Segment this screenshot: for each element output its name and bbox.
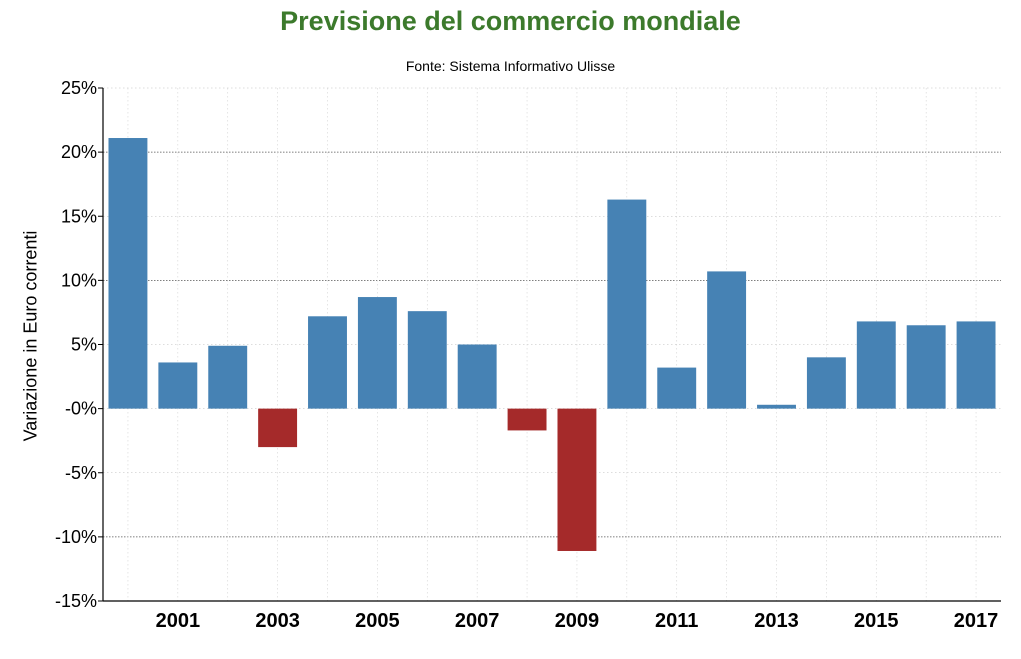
bar-2009 (557, 408, 597, 551)
bar-2012 (707, 271, 747, 409)
bar-2006 (407, 311, 447, 409)
chart-subtitle: Fonte: Sistema Informativo Ulisse (405, 58, 616, 74)
y-tick-label: -0% (65, 399, 97, 419)
x-tick-label: 2009 (555, 610, 600, 632)
x-tick-label: 2017 (954, 610, 999, 632)
x-tick-label: 2005 (355, 610, 400, 632)
bar-2001 (158, 362, 198, 409)
x-tick-labels: 2001 2003 2005 2007 2009 2011 2013 2015 2017 (156, 610, 999, 632)
x-tick-label: 2007 (455, 610, 500, 632)
bar-2010 (607, 199, 647, 409)
y-tick-label: 20% (61, 142, 97, 162)
y-tick-label: 15% (61, 206, 97, 226)
bar-2014 (806, 357, 846, 409)
bar-2011 (657, 367, 697, 409)
bar-2007 (457, 344, 497, 409)
bar-2004 (308, 316, 347, 409)
x-tick-label: 2015 (854, 610, 899, 632)
axes (98, 87, 1001, 602)
bar-2008 (507, 408, 547, 431)
x-tick-label: 2003 (255, 610, 300, 632)
y-tick-label: -10% (55, 527, 97, 547)
x-tick-label: 2013 (754, 610, 799, 632)
bar-2000 (108, 138, 148, 409)
y-tick-label: 10% (61, 270, 97, 290)
bar-2002 (208, 345, 248, 409)
x-tick-label: 2011 (655, 610, 698, 632)
bar-2003 (258, 408, 298, 448)
y-tick-label: -15% (55, 591, 97, 611)
y-tick-labels: 25% 20% 15% 10% 5% -0% -5% -10% -15% (55, 78, 97, 611)
chart-title: Previsione del commercio mondiale (280, 6, 741, 36)
bars (108, 138, 996, 551)
bar-2017 (956, 321, 996, 409)
y-tick-label: -5% (65, 463, 97, 483)
bar-2013 (757, 404, 796, 409)
y-tick-label: 25% (61, 78, 97, 98)
bar-2016 (906, 325, 946, 409)
y-tick-label: 5% (71, 335, 97, 355)
bar-2015 (856, 321, 896, 409)
x-tick-label: 2001 (156, 610, 201, 632)
bar-2005 (357, 297, 397, 409)
